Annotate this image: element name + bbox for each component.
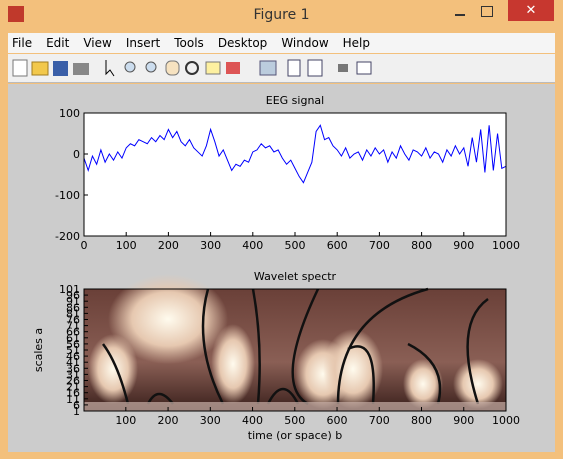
y-tick-label: 36 <box>66 362 80 375</box>
x-tick-label: 900 <box>453 414 474 427</box>
y-tick-label: 81 <box>66 307 80 320</box>
y-tick-label: 16 <box>66 387 80 400</box>
y-tick-label: 66 <box>66 326 80 339</box>
axes-background <box>84 113 506 236</box>
tool-datacursor[interactable] <box>205 61 221 75</box>
y-tick-label: 41 <box>66 356 80 369</box>
tool-open[interactable] <box>31 61 49 76</box>
x-tick-label: 500 <box>284 414 305 427</box>
menu-item[interactable]: Edit <box>46 36 70 50</box>
y-tick-label: 86 <box>66 301 80 314</box>
y-tick-label: 100 <box>59 107 80 120</box>
menu-item[interactable]: Insert <box>125 36 161 50</box>
toolbar <box>8 54 555 83</box>
y-tick-label: -100 <box>55 189 80 202</box>
x-tick-label: 100 <box>115 414 136 427</box>
tool-print[interactable] <box>73 63 89 75</box>
figure-area: EEG signal 0 100 200 300 400 500 600 700 800 900 10… <box>8 84 555 452</box>
x-tick-label: 800 <box>411 239 432 252</box>
app-icon <box>8 6 24 22</box>
tool-rotate[interactable] <box>185 61 199 75</box>
maximize-button[interactable] <box>481 6 493 17</box>
y-tick-label: 71 <box>66 320 80 333</box>
spectrum-image <box>84 274 506 411</box>
tool-pan[interactable] <box>165 60 180 76</box>
axes-title: Wavelet spectr <box>254 270 337 283</box>
x-tick-label: 500 <box>285 239 306 252</box>
close-button[interactable]: ✕ <box>508 0 554 21</box>
y-tick-label: 0 <box>73 148 80 161</box>
x-tick-label: 700 <box>369 414 390 427</box>
minimize-button[interactable] <box>455 14 465 16</box>
tool-hide[interactable] <box>338 64 348 72</box>
signal-line <box>83 124 507 184</box>
x-tick-label: 600 <box>327 414 348 427</box>
menu-item[interactable]: File <box>12 36 33 50</box>
y-axis-label: scales a <box>32 328 45 372</box>
x-axis-label: time (or space) b <box>248 429 342 442</box>
y-tick-label: 11 <box>66 393 80 406</box>
y-tick-label: 56 <box>66 338 80 351</box>
x-tick-label: 400 <box>242 239 263 252</box>
menu-item[interactable]: Tools <box>174 36 204 50</box>
menu-item[interactable]: Desktop <box>217 36 268 50</box>
tool-colorbar[interactable] <box>287 59 301 77</box>
x-tick-label: 400 <box>242 414 263 427</box>
x-tick-label: 1000 <box>492 414 520 427</box>
tool-brush[interactable] <box>226 62 240 74</box>
y-tick-label: 61 <box>66 332 80 345</box>
x-tick-label: 300 <box>200 414 221 427</box>
tool-new[interactable] <box>12 59 28 77</box>
x-tick-label: 200 <box>158 239 179 252</box>
y-tick-label: 21 <box>66 381 80 394</box>
toolbar-icons <box>12 59 372 77</box>
menu-item[interactable]: View <box>83 36 112 50</box>
y-tick-label: 26 <box>66 375 80 388</box>
window-title: Figure 1 <box>253 7 310 23</box>
x-tick-label: 100 <box>116 239 137 252</box>
x-tick-label: 700 <box>369 239 390 252</box>
y-tick-label: 6 <box>73 399 80 412</box>
y-tick-label: 96 <box>66 289 80 302</box>
x-tick-label: 600 <box>327 239 348 252</box>
y-tick-label: 46 <box>66 350 80 363</box>
y-tick-label: 101 <box>59 283 80 296</box>
y-tick-label: 91 <box>66 295 80 308</box>
x-tick-label: 200 <box>158 414 179 427</box>
axes-title: EEG signal <box>266 94 324 107</box>
tool-pointer[interactable] <box>105 60 115 77</box>
x-tick-label: 800 <box>411 414 432 427</box>
menu-item[interactable]: Help <box>342 36 370 50</box>
tool-show[interactable] <box>356 61 372 75</box>
x-tick-label: 900 <box>453 239 474 252</box>
x-tick-label: 1000 <box>492 239 520 252</box>
x-tick-label: 300 <box>200 239 221 252</box>
y-tick-label: 1 <box>73 405 80 418</box>
y-tick-label: 51 <box>66 344 80 357</box>
x-tick-label: 0 <box>81 239 88 252</box>
menu-bar: File Edit View Insert Tools Desktop Window Help <box>8 33 555 53</box>
tool-link[interactable] <box>259 60 277 76</box>
y-tick-label: -200 <box>55 230 80 243</box>
tool-zoom-out[interactable] <box>145 61 157 73</box>
tool-save[interactable] <box>53 61 68 76</box>
menu-item[interactable]: Window <box>281 36 329 50</box>
tool-zoom-in[interactable] <box>124 61 136 73</box>
title-bar: Figure 1 ✕ <box>0 0 563 30</box>
y-tick-label: 31 <box>66 368 80 381</box>
tool-legend[interactable] <box>307 59 323 77</box>
y-tick-label: 76 <box>66 314 80 327</box>
